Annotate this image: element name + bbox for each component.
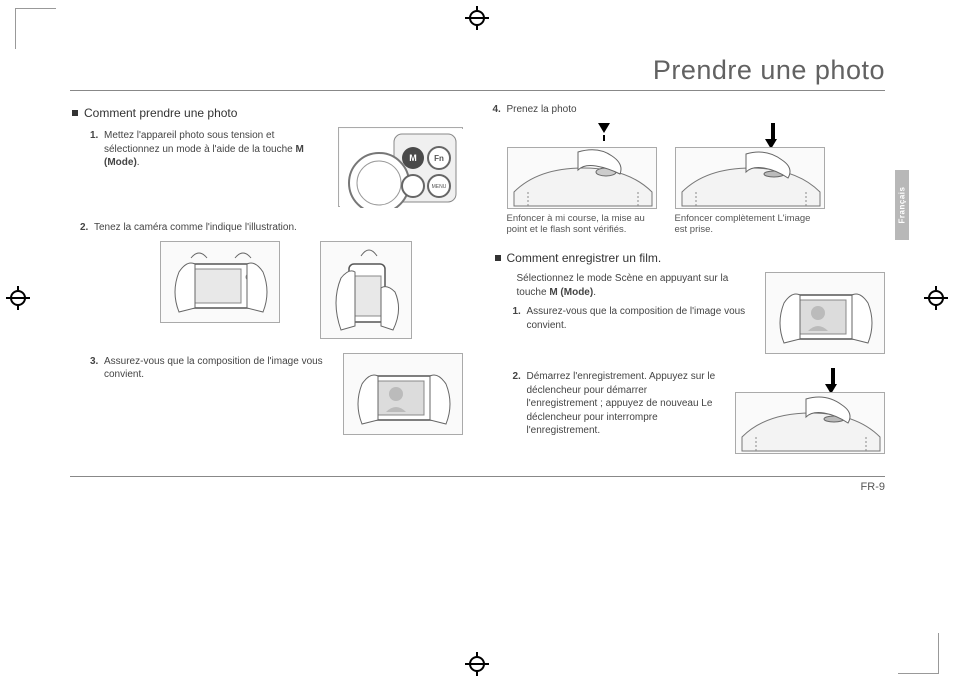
registration-mark-top — [465, 6, 489, 30]
registration-mark-left — [6, 286, 30, 310]
step-4-illus-row: Enfoncer à mi course, la mise au point e… — [507, 123, 886, 237]
step-2-text: Tenez la caméra comme l'indique l'illust… — [94, 221, 463, 235]
bullet-square-icon — [495, 255, 501, 261]
step-3-num: 3. — [90, 355, 104, 382]
illus-mode-dial: M Fn MENU — [338, 127, 463, 207]
page-title: Prendre une photo — [70, 55, 885, 91]
heading-record-film: Comment enregistrer un film. — [495, 250, 886, 266]
film-intro: Sélectionnez le mode Scène en appuyant s… — [517, 272, 752, 299]
illus-hold-landscape — [160, 241, 280, 323]
crop-mark-br — [898, 633, 939, 674]
film-step-2: 2. Démarrez l'enregistrement. Appuyez su… — [513, 370, 722, 438]
illus-shutter-half — [507, 147, 657, 209]
column-right: 4. Prenez la photo — [493, 101, 886, 468]
film-step-2-row: 2. Démarrez l'enregistrement. Appuyez su… — [503, 368, 886, 454]
heading-take-photo-text: Comment prendre une photo — [84, 106, 237, 120]
language-tab: Français — [895, 170, 909, 240]
page-content: Prendre une photo Comment prendre une ph… — [70, 55, 885, 635]
step-1-row: 1. Mettez l'appareil photo sous tension … — [80, 127, 463, 207]
bullet-square-icon — [72, 110, 78, 116]
step-2: 2. Tenez la caméra comme l'indique l'ill… — [80, 221, 463, 235]
step-4: 4. Prenez la photo — [493, 103, 886, 117]
film-intro-row: Sélectionnez le mode Scène en appuyant s… — [503, 272, 886, 354]
step-1-num: 1. — [90, 129, 104, 170]
illus-film-compose — [765, 272, 885, 354]
step-3-text: Assurez-vous que la composition de l'ima… — [104, 355, 329, 382]
film-step-2-text: Démarrez l'enregistrement. Appuyez sur l… — [527, 370, 722, 438]
step-4-text: Prenez la photo — [507, 103, 886, 117]
step-2-num: 2. — [80, 221, 94, 235]
print-sheet: Français Prendre une photo Comment prend… — [0, 0, 954, 682]
shutter-half-block: Enfoncer à mi course, la mise au point e… — [507, 123, 657, 237]
svg-text:Fn: Fn — [434, 154, 444, 163]
heading-take-photo: Comment prendre une photo — [72, 105, 463, 121]
illus-compose — [343, 353, 463, 435]
svg-text:MENU: MENU — [431, 184, 446, 190]
arrow-half-icon — [507, 123, 657, 147]
arrow-full-icon — [675, 123, 825, 147]
crop-mark-tl — [15, 8, 56, 49]
registration-mark-bottom — [465, 652, 489, 676]
columns: Comment prendre une photo 1. Mettez l'ap… — [70, 101, 885, 468]
shutter-full-block: Enfoncer complètement L'image est prise. — [675, 123, 825, 237]
language-tab-label: Français — [898, 187, 907, 224]
registration-mark-right — [924, 286, 948, 310]
film-step-2-num: 2. — [513, 370, 527, 438]
heading-record-film-text: Comment enregistrer un film. — [507, 251, 662, 265]
caption-half-press: Enfoncer à mi course, la mise au point e… — [507, 213, 657, 237]
film-step-1: 1. Assurez-vous que la composition de l'… — [513, 305, 752, 332]
page-number: FR-9 — [70, 476, 885, 493]
illus-hold-portrait — [320, 241, 412, 339]
arrow-film-icon — [735, 368, 885, 392]
step-3: 3. Assurez-vous que la composition de l'… — [90, 355, 329, 382]
caption-full-press: Enfoncer complètement L'image est prise. — [675, 213, 825, 237]
step-1-text: 1. Mettez l'appareil photo sous tension … — [80, 127, 324, 176]
step-4-num: 4. — [493, 103, 507, 117]
illus-shutter-full — [675, 147, 825, 209]
step-2-illus-row — [110, 241, 463, 339]
column-left: Comment prendre une photo 1. Mettez l'ap… — [70, 101, 463, 468]
step-3-row: 3. Assurez-vous que la composition de l'… — [80, 353, 463, 435]
illus-film-shutter — [735, 392, 885, 454]
film-step-1-text: Assurez-vous que la composition de l'ima… — [527, 305, 752, 332]
film-shutter-block — [735, 368, 885, 454]
film-step-1-num: 1. — [513, 305, 527, 332]
svg-text:M: M — [409, 153, 417, 163]
